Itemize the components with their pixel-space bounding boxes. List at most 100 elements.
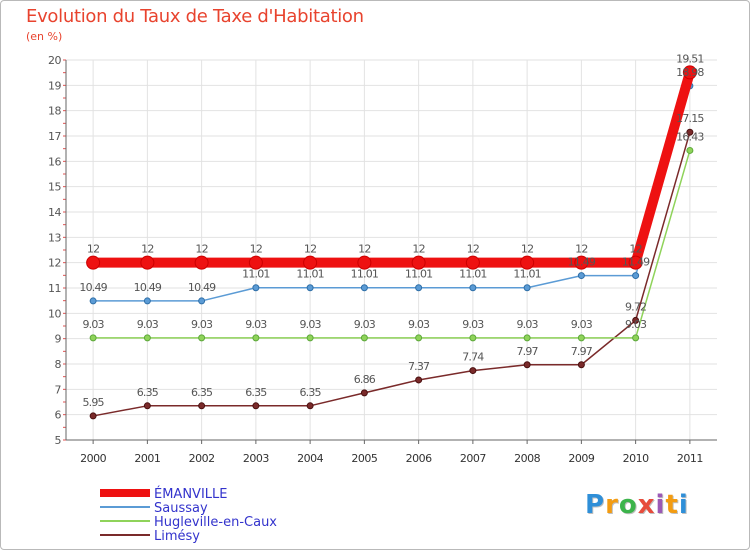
data-point xyxy=(143,402,151,410)
data-label: 11.49 xyxy=(568,256,596,269)
data-label: 9.03 xyxy=(408,318,430,331)
y-tick-label: 11 xyxy=(48,282,61,295)
data-point xyxy=(306,334,314,342)
data-point xyxy=(577,272,585,280)
data-label: 12 xyxy=(304,243,316,256)
data-label: 18.98 xyxy=(676,66,704,79)
logo-letter: t xyxy=(665,490,679,520)
y-tick-label: 18 xyxy=(48,105,61,118)
data-point xyxy=(686,146,694,154)
data-label: 12 xyxy=(575,243,587,256)
data-label: 9.03 xyxy=(516,318,538,331)
x-tick-label: 2000 xyxy=(80,452,106,465)
y-tick-label: 8 xyxy=(55,358,62,371)
data-label: 9.03 xyxy=(245,318,267,331)
data-point xyxy=(469,367,477,375)
x-tick-label: 2009 xyxy=(568,452,594,465)
logo-letter: r xyxy=(605,490,619,520)
data-point xyxy=(411,255,426,270)
data-point xyxy=(252,334,260,342)
data-label: 10.49 xyxy=(188,281,216,294)
data-label: 17.15 xyxy=(676,112,704,125)
series-line xyxy=(93,71,695,268)
data-label: 7.74 xyxy=(462,351,484,364)
data-point xyxy=(360,334,368,342)
x-tick-label: 2006 xyxy=(406,452,432,465)
x-tick-label: 2002 xyxy=(189,452,215,465)
x-tick-label: 2004 xyxy=(297,452,323,465)
data-point xyxy=(632,316,640,324)
proxiti-logo: Proxiti xyxy=(585,490,689,520)
data-label: 9.03 xyxy=(462,318,484,331)
data-label: 12 xyxy=(467,243,479,256)
data-label: 11.01 xyxy=(405,268,433,281)
data-point xyxy=(523,284,531,292)
data-label: 12 xyxy=(195,243,207,256)
data-label: 12 xyxy=(521,243,533,256)
data-point xyxy=(306,402,314,410)
y-tick-label: 6 xyxy=(55,409,62,422)
data-point xyxy=(248,255,263,270)
data-label: 7.97 xyxy=(571,345,593,358)
data-point xyxy=(86,255,101,270)
data-label: 9.03 xyxy=(625,318,647,331)
legend-label: Hugleville-en-Caux xyxy=(154,515,277,530)
data-label: 11.01 xyxy=(459,268,487,281)
data-point xyxy=(306,284,314,292)
data-point xyxy=(465,255,480,270)
data-label: 9.03 xyxy=(354,318,376,331)
y-tick-label: 20 xyxy=(48,54,61,67)
data-label: 9.72 xyxy=(625,300,646,313)
data-point xyxy=(89,412,97,420)
data-label: 9.03 xyxy=(191,318,213,331)
data-label: 9.03 xyxy=(299,318,321,331)
data-label: 9.03 xyxy=(571,318,593,331)
y-tick-label: 19 xyxy=(48,79,61,92)
data-label: 12 xyxy=(358,243,370,256)
data-label: 7.37 xyxy=(408,360,430,373)
data-label: 11.49 xyxy=(622,256,650,269)
y-tick-label: 5 xyxy=(55,434,62,447)
y-tick-label: 17 xyxy=(48,130,61,143)
data-point xyxy=(89,334,97,342)
data-point xyxy=(140,255,155,270)
x-tick-label: 2011 xyxy=(677,452,703,465)
data-point xyxy=(577,361,585,369)
series-line xyxy=(93,150,691,339)
data-point xyxy=(252,284,260,292)
logo-letter: x xyxy=(637,490,656,520)
data-label: 10.49 xyxy=(134,281,162,294)
data-point xyxy=(143,334,151,342)
chart-subtitle: (en %) xyxy=(26,30,63,43)
data-point xyxy=(469,284,477,292)
data-point xyxy=(520,255,535,270)
data-point xyxy=(628,255,643,270)
y-tick-label: 14 xyxy=(48,206,61,219)
data-label: 12 xyxy=(629,243,641,256)
data-point xyxy=(198,297,206,305)
data-point xyxy=(415,334,423,342)
logo-letter: i xyxy=(678,490,689,520)
legend-label: ÉMANVILLE xyxy=(154,486,227,502)
logo-letter: i xyxy=(655,490,666,520)
data-point xyxy=(360,284,368,292)
data-point xyxy=(632,334,640,342)
data-point xyxy=(357,255,372,270)
y-tick-label: 9 xyxy=(55,333,62,346)
data-label: 19.51 xyxy=(676,52,704,65)
data-label: 11.01 xyxy=(296,268,324,281)
data-label: 9.03 xyxy=(82,318,104,331)
data-point xyxy=(89,297,97,305)
plot-area xyxy=(66,60,717,440)
x-tick-label: 2001 xyxy=(134,452,160,465)
data-point xyxy=(632,272,640,280)
x-tick-label: 2003 xyxy=(243,452,269,465)
x-tick-label: 2008 xyxy=(514,452,540,465)
legend-label: Saussay xyxy=(154,501,208,516)
y-tick-label: 15 xyxy=(48,181,61,194)
x-tick-label: 2010 xyxy=(623,452,649,465)
data-point xyxy=(198,334,206,342)
y-tick-label: 7 xyxy=(55,383,62,396)
legend-label: Limésy xyxy=(154,529,200,544)
